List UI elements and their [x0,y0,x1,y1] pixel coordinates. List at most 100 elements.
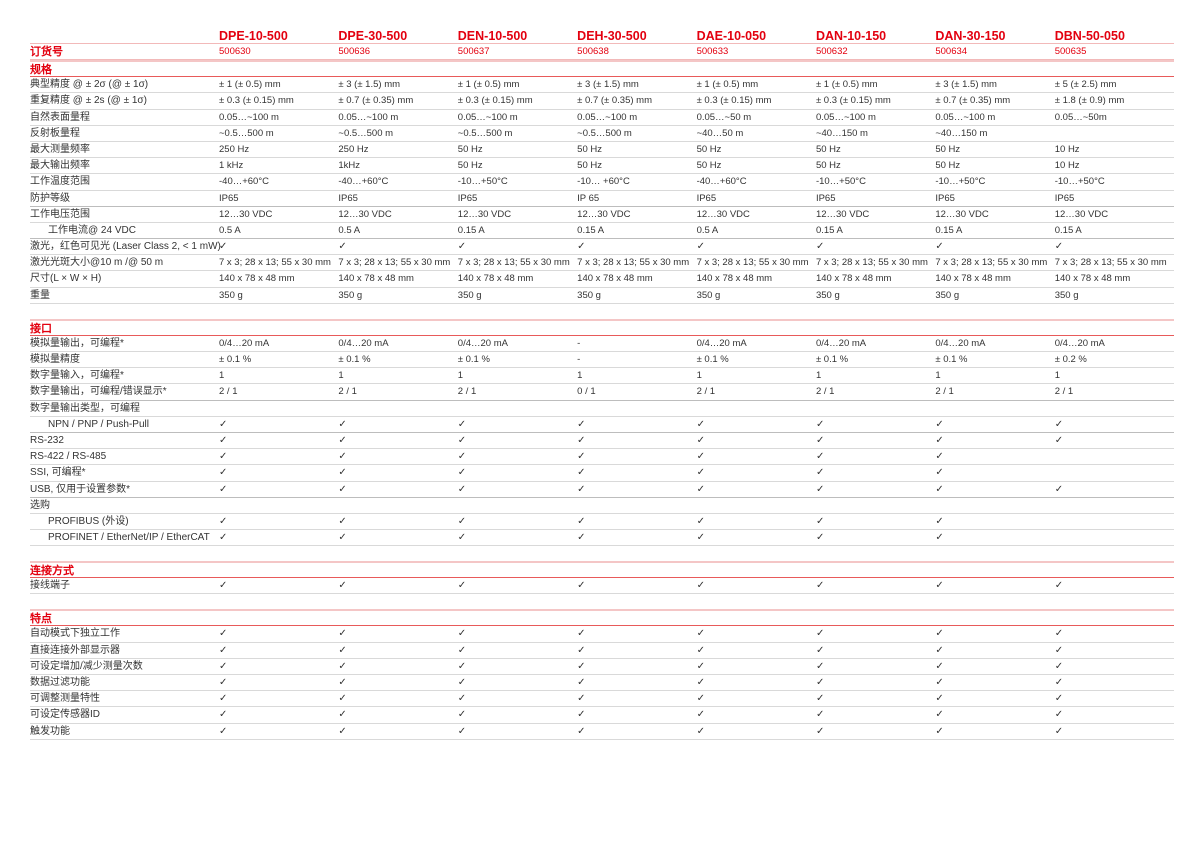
table-row: 重量 350 g 350 g 350 g 350 g 350 g 350 g 350 g 350… [30,288,1174,304]
cell-value: 1 [338,370,344,382]
check-icon: ✓ [935,677,944,688]
cell-value: 7 x 3; 28 x 13; 55 x 30 mm [935,257,1048,269]
check-icon: ✓ [935,451,944,463]
check-icon: ✓ [577,532,586,544]
table-row: 工作电流@ 24 VDC 0.5 A 0.5 A 0.15 A 0.15 A 0.5 A 0… [30,223,1174,240]
cell-value: 140 x 78 x 48 mm [1054,273,1131,285]
cell-value: -10…+50°C [1054,176,1105,188]
cell-value: 1 kHz [219,160,244,172]
check-icon: ✓ [935,693,944,705]
cell-value: 12…30 VDC [338,208,392,220]
check-icon: ✓ [219,644,228,656]
cell-value [1055,401,1174,416]
cell-value: ~0.5…500 m [577,127,632,139]
cell-value: IP65 [815,192,836,204]
table-row: 工作温度范围 -40…+60°C -40…+60°C -10…+50°C -10… +6… [30,174,1174,191]
cell-value: IP65 [935,192,955,204]
order-number: 500638 [577,46,609,57]
check-icon: ✓ [338,677,347,688]
check-icon: ✓ [815,644,825,656]
cell-value: 50 Hz [935,143,961,155]
check-icon: ✓ [696,483,705,495]
table-row: 最大测量频率 250 Hz 250 Hz 50 Hz 50 Hz 50 Hz 50 Hz 50… [30,142,1174,159]
check-icon: ✓ [219,677,228,688]
cell-value: -10…+50°C [935,176,986,188]
model-name: DEN-10-500 [457,29,528,43]
cell-value: 1 [696,370,702,382]
check-icon: ✓ [696,660,705,672]
check-icon: ✓ [577,483,586,495]
cell-value [458,498,577,513]
cell-value: 140 x 78 x 48 mm [935,273,1011,285]
cell-value: -40…+60°C [219,176,270,188]
cell-value [935,401,1054,416]
check-icon: ✓ [815,628,825,640]
cell-value: 0.05…~100 m [338,111,399,123]
check-icon: ✓ [696,709,705,721]
cell-value: 50 Hz [457,160,483,172]
row-label: 自动模式下独立工作 [30,628,120,640]
cell-value: 0/4…20 mA [338,337,389,349]
check-icon: ✓ [577,451,586,463]
check-icon: ✓ [1054,418,1064,430]
row-label: 工作电流@ 24 VDC [48,224,136,236]
cell-value: 0.05…~50 m [696,111,752,123]
cell-value: 140 x 78 x 48 mm [696,273,773,285]
cell-value: ± 3 (± 1.5) mm [935,79,997,91]
cell-value: ± 5 (± 2.5) mm [1054,79,1117,91]
row-label: PROFIBUS (外设) [48,515,129,527]
table-row: 可调整测量特性 ✓ ✓ ✓ ✓ ✓ ✓ ✓ ✓ [30,691,1174,708]
cell-value [697,498,816,513]
cell-value: ± 0.1 % [457,354,490,365]
cell-value: IP65 [457,192,478,204]
row-label: 选购 [30,499,50,511]
table-row: 尺寸(L × W × H) 140 x 78 x 48 mm 140 x 78 x … [30,271,1174,288]
cell-value: 7 x 3; 28 x 13; 55 x 30 mm [815,257,928,269]
check-icon: ✓ [935,644,944,656]
cell-value [1055,498,1174,513]
order-number: 500632 [815,46,848,57]
check-icon: ✓ [457,628,467,640]
row-label: SSI, 可编程* [30,467,86,479]
check-icon: ✓ [219,515,228,527]
cell-value: ± 0.7 (± 0.35) mm [577,95,653,107]
cell-value: 0/4…20 mA [219,337,270,349]
cell-value: 1 [457,370,464,382]
check-icon: ✓ [338,580,347,592]
table-row: 激光，红色可见光 (Laser Class 2, < 1 mW) ✓ ✓ ✓ ✓ ✓ ✓ ✓ ✓ [30,239,1174,256]
cell-value: 50 Hz [935,160,961,172]
table-row: PROFIBUS (外设) ✓ ✓ ✓ ✓ ✓ ✓ ✓ [30,514,1174,531]
cell-value: 12…30 VDC [577,208,631,220]
cell-value: 0.15 A [935,224,963,236]
cell-value: 7 x 3; 28 x 13; 55 x 30 mm [219,257,331,269]
check-icon: ✓ [815,677,825,688]
check-icon: ✓ [696,644,705,656]
model-header-row: DPE-10-500 DPE-30-500 DEN-10-500 DEH-30-500… [30,28,1174,44]
cell-value: 250 Hz [338,143,369,155]
model-name: DAE-10-050 [696,29,767,43]
cell-value: ± 1 (± 0.5) mm [815,79,878,91]
check-icon: ✓ [338,628,347,640]
row-label: 工作温度范围 [30,176,90,188]
cell-value: 2 / 1 [338,386,357,398]
table-row: 可设定增加/减少测量次数 ✓ ✓ ✓ ✓ ✓ ✓ ✓ ✓ [30,659,1174,675]
table-row: SSI, 可编程* ✓ ✓ ✓ ✓ ✓ ✓ ✓ [30,465,1174,482]
cell-value: ± 0.1 % [696,354,729,365]
cell-value: 50 Hz [577,143,602,155]
order-number: 500633 [696,46,729,57]
cell-value: 140 x 78 x 48 mm [338,273,414,285]
cell-value: IP 65 [577,192,600,204]
cell-value: ± 0.1 % [338,354,371,365]
row-label: 可设定传感器ID [30,709,100,721]
cell-value: 2 / 1 [219,386,238,398]
check-icon: ✓ [577,628,586,640]
check-icon: ✓ [1054,660,1064,672]
check-icon: ✓ [1054,644,1064,656]
table-row: 反射板量程 ~0.5…500 m ~0.5…500 m ~0.5…500 m ~… [30,126,1174,142]
cell-value: 350 g [577,289,601,301]
check-icon: ✓ [696,580,705,592]
cell-value: IP65 [338,192,358,204]
check-icon: ✓ [935,725,944,737]
cell-value: 50 Hz [577,160,602,172]
check-icon: ✓ [815,532,825,544]
